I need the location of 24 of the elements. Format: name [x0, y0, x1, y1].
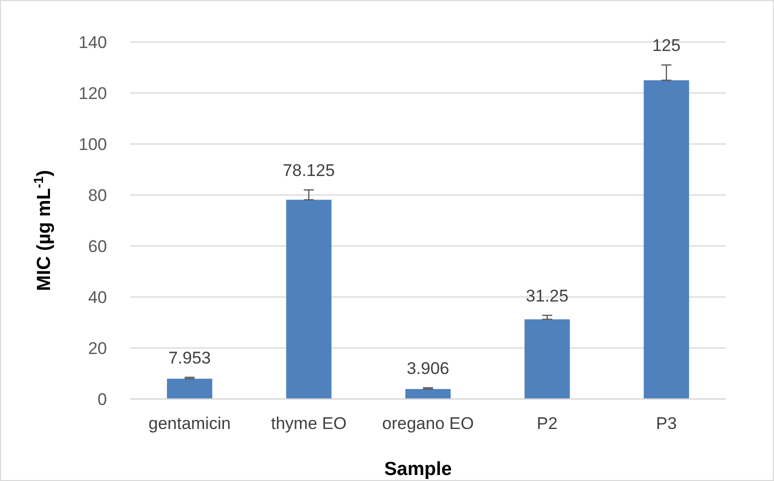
y-tick-label: 0: [98, 390, 107, 409]
bar: [166, 378, 212, 399]
data-label: 78.125: [282, 160, 335, 180]
bar: [524, 319, 570, 399]
x-tick-label: P3: [656, 414, 677, 433]
data-label: 31.25: [526, 286, 568, 306]
x-axis-title: Sample: [384, 459, 452, 480]
y-tick-label: 140: [78, 32, 107, 52]
y-tick-label: 20: [88, 338, 107, 358]
data-label: 3.906: [406, 358, 450, 378]
bar: [644, 80, 690, 399]
x-tick-label: P2: [536, 414, 558, 433]
y-tick-label: 60: [88, 236, 107, 256]
bar: [405, 389, 451, 399]
data-label: 125: [652, 36, 681, 55]
y-tick-label: 100: [78, 134, 107, 154]
bar: [286, 200, 332, 399]
y-tick-label: 80: [88, 186, 107, 205]
x-tick-label: oregano EO: [382, 414, 474, 433]
y-tick-label: 40: [88, 288, 107, 307]
x-tick-label: thyme EO: [271, 414, 347, 433]
data-label: 7.953: [168, 348, 211, 368]
y-tick-label: 120: [78, 84, 107, 103]
x-tick-label: gentamicin: [148, 414, 231, 433]
